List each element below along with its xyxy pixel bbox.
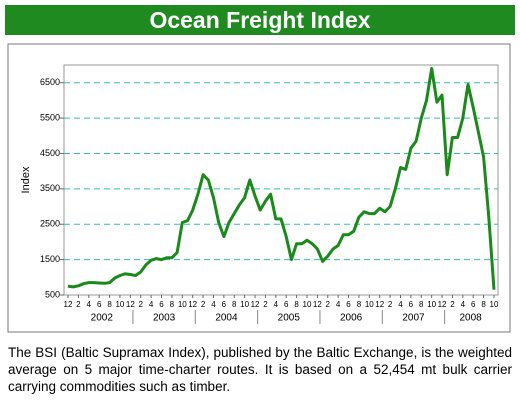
x-tick-label: 2 <box>139 300 144 309</box>
x-tick-label: 6 <box>346 300 351 309</box>
year-label: 2006 <box>340 313 363 324</box>
description: The BSI (Baltic Supramax Index), publish… <box>8 345 512 394</box>
x-tick-label: 2 <box>201 300 206 309</box>
year-label: 2008 <box>459 313 482 324</box>
data-line <box>67 67 496 290</box>
x-tick-label: 6 <box>284 300 289 309</box>
x-tick-label: 6 <box>159 300 164 309</box>
x-tick-label: 4 <box>336 300 341 309</box>
chart-frame <box>7 43 511 333</box>
x-tick-label: 8 <box>107 300 112 309</box>
year-label: 2002 <box>91 313 114 324</box>
x-tick-label: 4 <box>274 300 279 309</box>
x-tick-label: 12 <box>64 300 73 309</box>
y-tick-label: 6500 <box>40 77 60 87</box>
x-tick-label: 8 <box>419 300 424 309</box>
x-tick-label: 2 <box>76 300 81 309</box>
x-tick-label: 10 <box>490 300 499 309</box>
plot-area <box>63 64 499 296</box>
x-tick-label: 2 <box>450 300 455 309</box>
y-axis-label: Index <box>20 166 32 193</box>
y-tick-label: 2500 <box>40 219 60 229</box>
year-label: 2007 <box>402 313 425 324</box>
x-tick-label: 10 <box>303 300 312 309</box>
x-tick-label: 10 <box>115 300 124 309</box>
x-tick-label: 2 <box>263 300 268 309</box>
x-tick-label: 2 <box>326 300 331 309</box>
x-tick-label: 6 <box>97 300 102 309</box>
y-tick-label: 3500 <box>40 183 60 193</box>
x-tick-label: 12 <box>313 300 322 309</box>
x-tick-label: 12 <box>188 300 197 309</box>
year-label: 2004 <box>215 313 238 324</box>
x-tick-label: 6 <box>222 300 227 309</box>
x-tick-label: 4 <box>87 300 92 309</box>
x-tick-label: 4 <box>398 300 403 309</box>
x-tick-label: 4 <box>461 300 466 309</box>
x-tick-label: 4 <box>149 300 154 309</box>
x-tick-label: 4 <box>211 300 216 309</box>
x-tick-label: 2 <box>388 300 393 309</box>
x-tick-label: 12 <box>375 300 384 309</box>
x-tick-label: 6 <box>409 300 414 309</box>
x-tick-label: 8 <box>481 300 486 309</box>
x-tick-label: 10 <box>365 300 374 309</box>
x-tick-label: 12 <box>251 300 260 309</box>
y-tick-label: 500 <box>45 289 60 299</box>
x-tick-label: 8 <box>357 300 362 309</box>
x-tick-label: 10 <box>178 300 187 309</box>
y-tick-label: 5500 <box>40 112 60 122</box>
x-tick-label: 6 <box>471 300 476 309</box>
y-tick-label: 4500 <box>40 148 60 158</box>
x-tick-label: 12 <box>126 300 135 309</box>
y-tick-label: 1500 <box>40 254 60 264</box>
year-label: 2003 <box>153 313 176 324</box>
x-tick-label: 10 <box>427 300 436 309</box>
x-tick-label: 12 <box>438 300 447 309</box>
x-tick-label: 8 <box>294 300 299 309</box>
x-tick-label: 8 <box>170 300 175 309</box>
x-tick-label: 10 <box>240 300 249 309</box>
title-banner: Ocean Freight Index <box>5 5 515 35</box>
year-label: 2005 <box>278 313 301 324</box>
x-tick-label: 8 <box>232 300 237 309</box>
